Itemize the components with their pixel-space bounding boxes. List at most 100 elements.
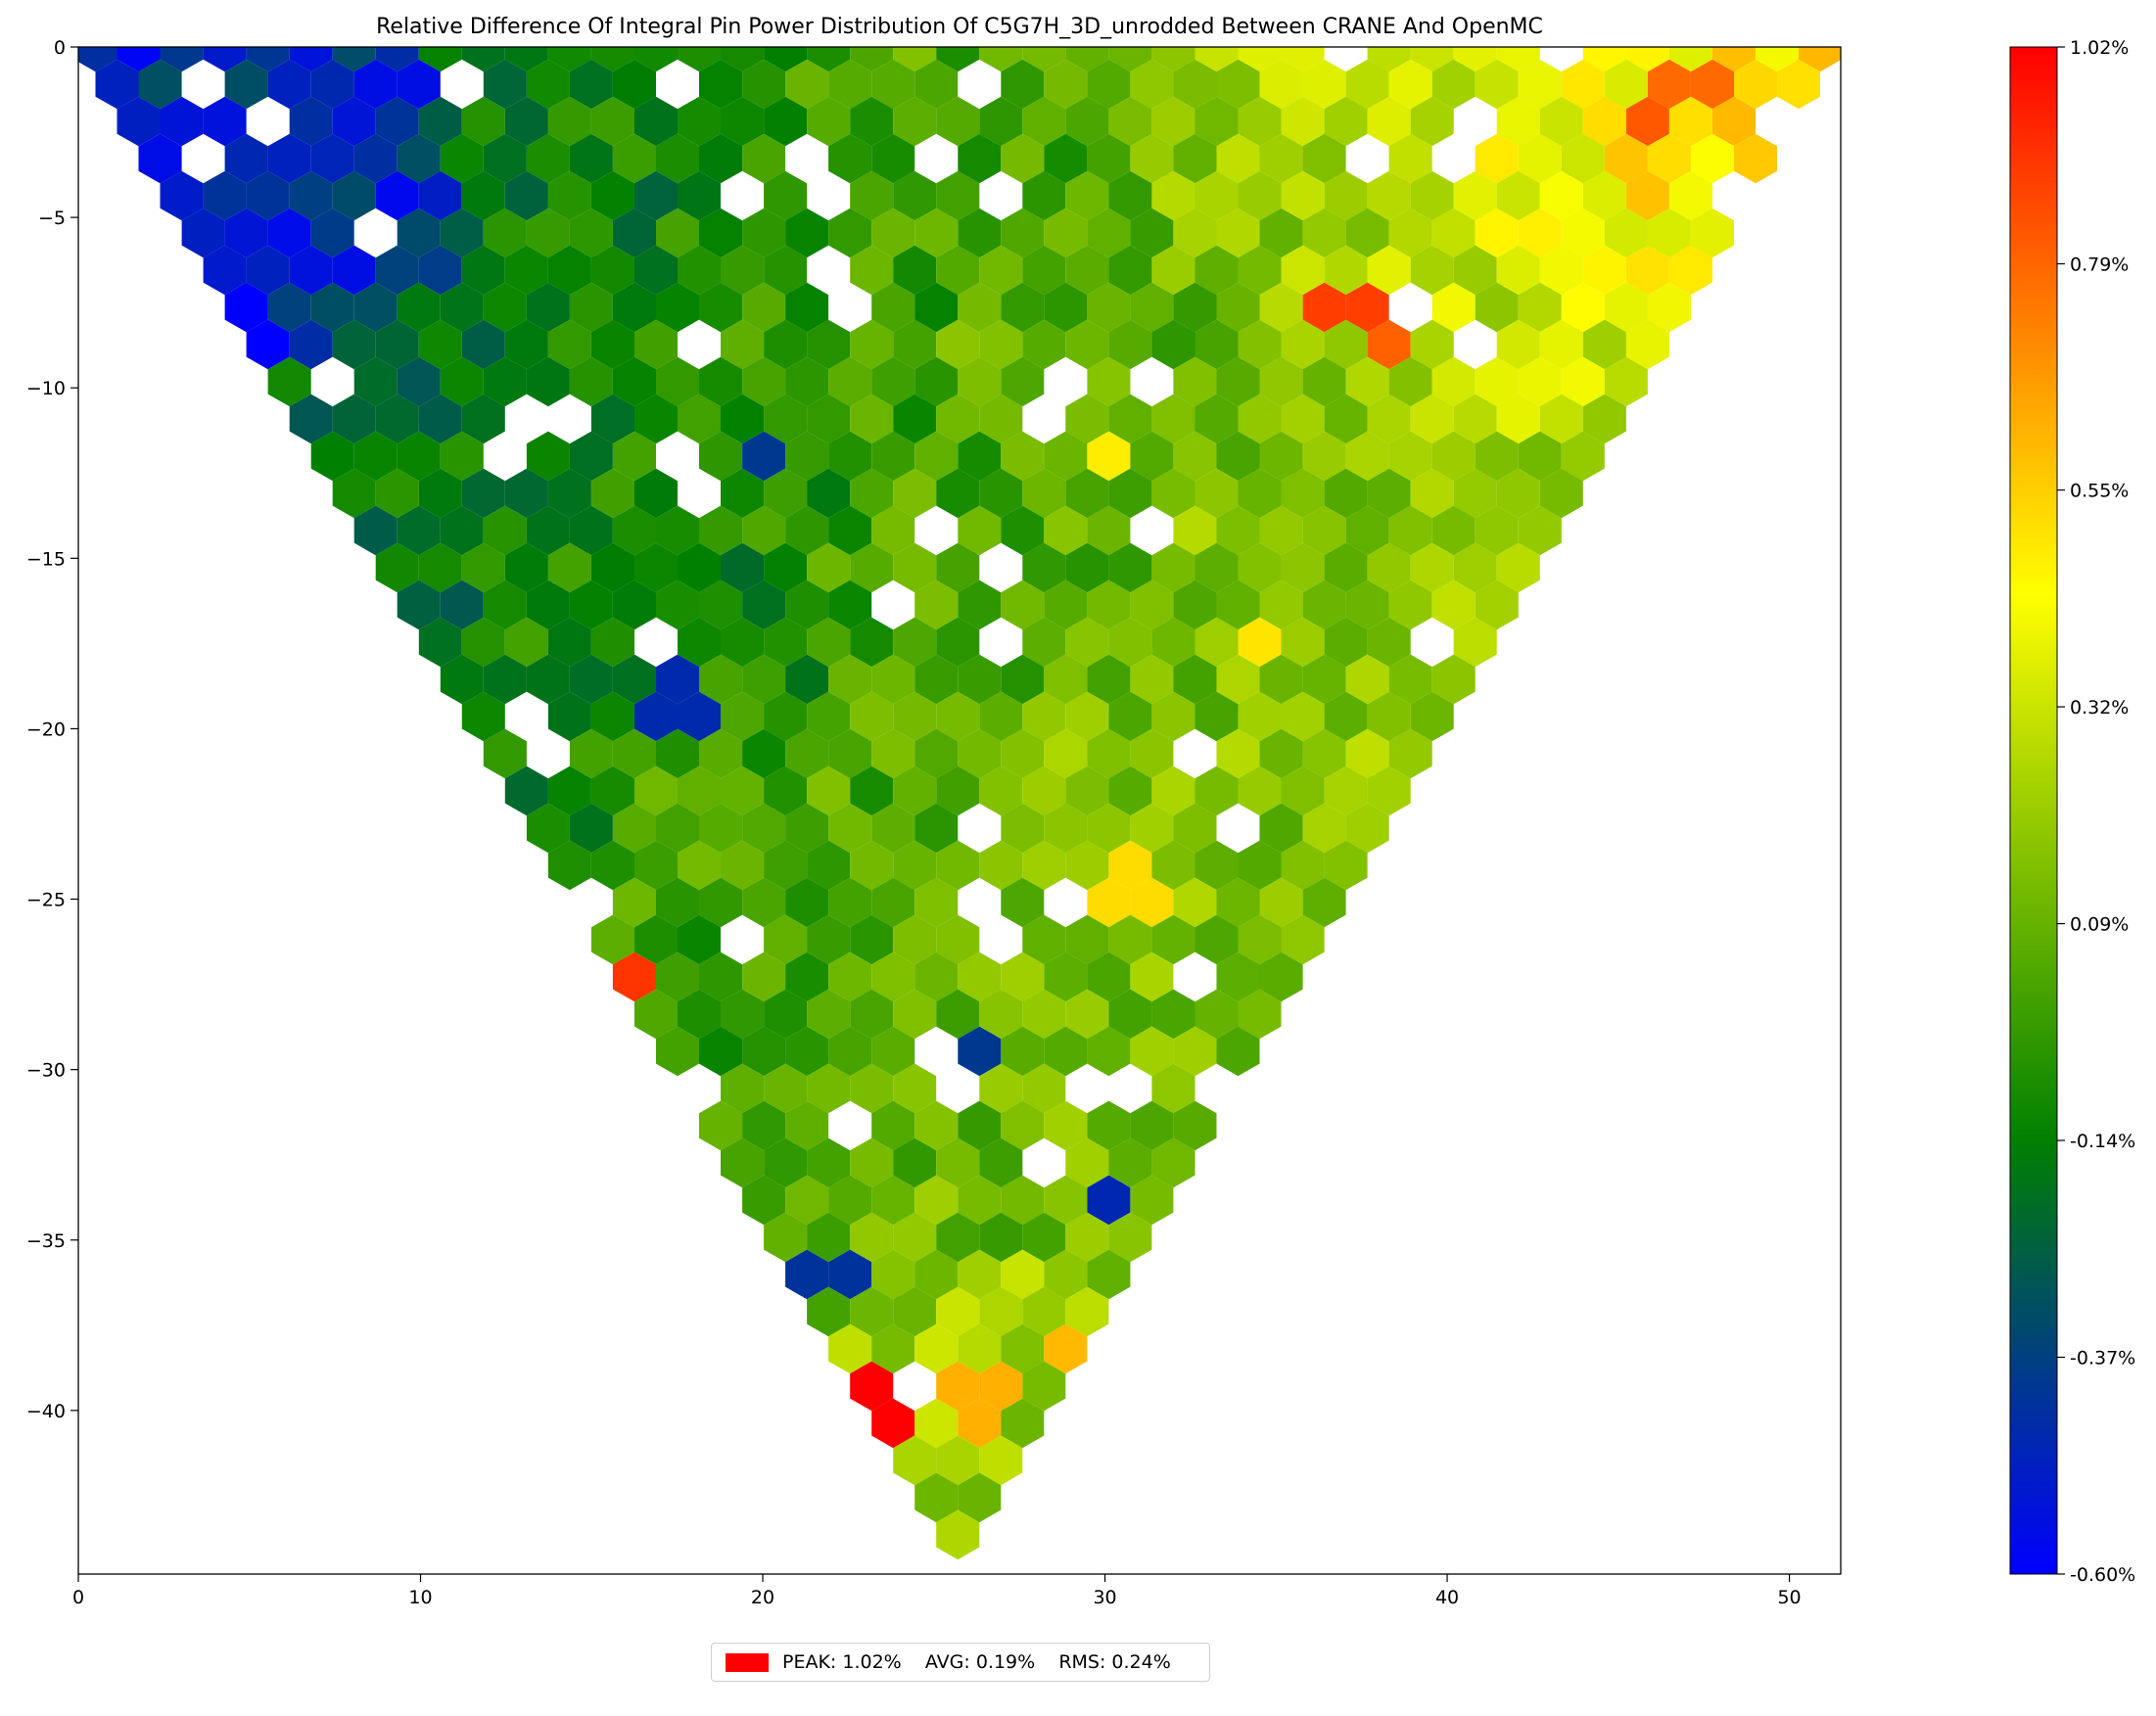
pin-cell	[1173, 654, 1217, 705]
pin-cell	[1259, 505, 1303, 556]
pin-cell	[1173, 1100, 1217, 1151]
pin-cell	[1044, 951, 1088, 1002]
colorbar-tick-label: 0.09%	[2070, 914, 2129, 936]
pin-cell	[871, 951, 915, 1002]
pin-cell	[1388, 59, 1432, 110]
pin-cell	[1173, 356, 1217, 407]
pin-cell	[1345, 208, 1389, 258]
pin-cell	[612, 803, 656, 854]
pin-cell	[656, 356, 699, 407]
pin-cell	[526, 208, 570, 258]
pin-cell	[785, 1249, 829, 1300]
pin-cell	[1496, 394, 1540, 444]
pin-cell	[1216, 282, 1260, 333]
pin-cell	[1302, 803, 1346, 854]
pin-cell	[160, 170, 204, 221]
pin-cell	[1539, 245, 1583, 296]
pin-cell	[461, 245, 505, 296]
pin-cell	[569, 356, 613, 407]
pin-cell	[1324, 468, 1368, 519]
pin-cell	[1130, 580, 1174, 630]
pin-cell	[785, 431, 829, 482]
pin-cell	[1367, 319, 1411, 370]
pin-cell	[807, 840, 851, 891]
pin-cell	[871, 1026, 915, 1077]
hex-cells	[78, 47, 1841, 1560]
pin-cell	[526, 59, 570, 110]
pin-cell	[397, 282, 441, 333]
pin-cell	[1668, 170, 1712, 221]
pin-cell	[461, 319, 505, 370]
pin-cell	[1324, 617, 1368, 668]
pin-cell	[1151, 394, 1195, 444]
pin-cell	[1108, 319, 1152, 370]
pin-cell	[699, 59, 743, 110]
pin-cell	[958, 654, 1002, 705]
pin-cell	[1001, 133, 1045, 184]
pin-cell	[289, 47, 333, 72]
pin-cell	[893, 394, 937, 444]
pin-cell	[504, 468, 548, 519]
pin-cell	[742, 877, 786, 928]
pin-cell	[871, 431, 915, 482]
pin-cell	[612, 282, 656, 333]
pin-cell	[1001, 1323, 1045, 1374]
pin-cell	[375, 47, 419, 72]
pin-cell	[1044, 654, 1088, 705]
pin-cell	[850, 542, 894, 593]
pin-cell	[1130, 951, 1174, 1002]
pin-cell	[310, 208, 354, 258]
pin-cell	[1647, 133, 1691, 184]
pin-cell	[1216, 877, 1260, 928]
pin-cell	[742, 803, 786, 854]
pin-cell	[721, 319, 765, 370]
pin-cell	[1668, 96, 1712, 147]
pin-cell	[203, 47, 247, 72]
pin-cell	[1475, 356, 1519, 407]
pin-cell	[785, 282, 829, 333]
pin-cell	[1259, 133, 1303, 184]
pin-cell	[1044, 431, 1088, 482]
pin-cell	[1302, 208, 1346, 258]
pin-cell	[590, 765, 634, 816]
pin-cell	[871, 1323, 915, 1374]
pin-cell	[547, 542, 591, 593]
pin-cell	[224, 208, 268, 258]
pin-cell	[547, 245, 591, 296]
pin-cell	[1130, 728, 1174, 779]
pin-cell	[958, 505, 1002, 556]
pin-cell	[807, 765, 851, 816]
y-tick-label: −5	[38, 208, 66, 229]
pin-cell	[721, 468, 765, 519]
pin-cell	[181, 208, 225, 258]
pin-cell	[1216, 580, 1260, 630]
pin-cell	[1539, 319, 1583, 370]
pin-cell	[1130, 803, 1174, 854]
pin-cell	[1173, 580, 1217, 630]
pin-cell	[893, 1063, 937, 1114]
pin-cell	[310, 59, 354, 110]
pin-cell	[483, 59, 527, 110]
pin-cell	[893, 245, 937, 296]
pin-cell	[590, 468, 634, 519]
pin-cell	[1453, 47, 1497, 72]
pin-cell	[1259, 431, 1303, 482]
pin-cell	[871, 208, 915, 258]
pin-cell	[936, 96, 980, 147]
pin-cell	[1561, 208, 1605, 258]
pin-cell	[569, 208, 613, 258]
pin-cell	[418, 170, 462, 221]
pin-cell	[483, 505, 527, 556]
pin-cell	[1302, 133, 1346, 184]
pin-cell	[483, 208, 527, 258]
pin-cell	[979, 1063, 1023, 1114]
pin-cell	[785, 208, 829, 258]
pin-cell	[1324, 765, 1368, 816]
pin-cell	[871, 877, 915, 928]
pin-cell	[1582, 245, 1626, 296]
pin-cell	[1324, 840, 1368, 891]
pin-cell	[1281, 245, 1325, 296]
pin-cell	[828, 728, 872, 779]
pin-cell	[310, 282, 354, 333]
pin-cell	[1259, 580, 1303, 630]
